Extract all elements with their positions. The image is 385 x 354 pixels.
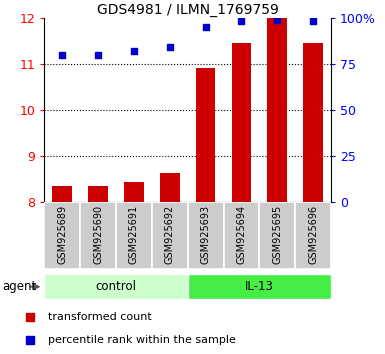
Text: percentile rank within the sample: percentile rank within the sample: [49, 335, 236, 346]
Point: [167, 44, 173, 50]
Text: IL-13: IL-13: [245, 280, 274, 293]
Bar: [188, 202, 224, 269]
Bar: [196, 68, 216, 202]
Bar: [232, 43, 251, 202]
Point: [59, 52, 65, 57]
Bar: [44, 274, 188, 299]
Bar: [116, 202, 152, 269]
Bar: [44, 202, 80, 269]
Bar: [295, 202, 331, 269]
Text: GSM925695: GSM925695: [272, 205, 282, 264]
Point: [203, 24, 209, 30]
Bar: [259, 202, 295, 269]
Point: [131, 48, 137, 54]
Text: GSM925691: GSM925691: [129, 205, 139, 264]
Bar: [303, 43, 323, 202]
Point: [27, 314, 33, 320]
Point: [310, 18, 316, 24]
Text: GSM925689: GSM925689: [57, 205, 67, 264]
Bar: [88, 185, 108, 202]
Title: GDS4981 / ILMN_1769759: GDS4981 / ILMN_1769759: [97, 3, 279, 17]
Bar: [52, 185, 72, 202]
Text: transformed count: transformed count: [49, 312, 152, 322]
Text: GSM925692: GSM925692: [165, 205, 175, 264]
Point: [27, 337, 33, 343]
Text: GSM925694: GSM925694: [236, 205, 246, 264]
Text: GSM925696: GSM925696: [308, 205, 318, 264]
Bar: [268, 18, 287, 202]
Text: control: control: [95, 280, 136, 293]
Bar: [80, 202, 116, 269]
Text: GSM925690: GSM925690: [93, 205, 103, 264]
Text: GSM925693: GSM925693: [201, 205, 211, 264]
Bar: [124, 182, 144, 202]
Text: agent: agent: [2, 280, 36, 293]
Point: [238, 18, 244, 24]
Point: [95, 52, 101, 57]
Bar: [160, 173, 180, 202]
Bar: [188, 274, 331, 299]
Bar: [152, 202, 188, 269]
Bar: [224, 202, 259, 269]
Point: [274, 17, 280, 22]
